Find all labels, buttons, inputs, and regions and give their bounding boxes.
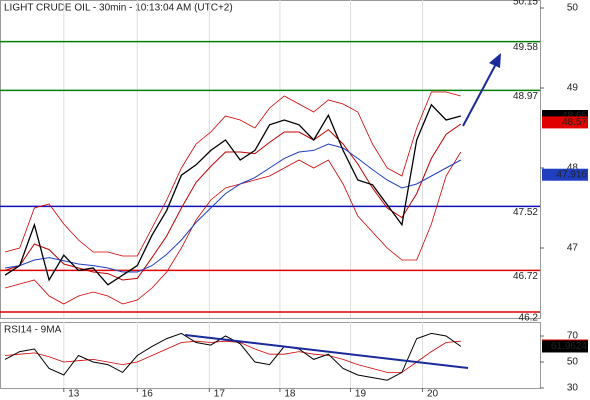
- x-tick-label: 18: [284, 389, 296, 400]
- x-tick-label: 16: [142, 389, 154, 400]
- series-line: [4, 151, 462, 305]
- price-marker: [542, 340, 588, 353]
- series-line: [4, 123, 462, 281]
- price-marker-label: 48.57: [562, 117, 587, 128]
- price-marker: [542, 168, 588, 181]
- y-tick-label: 48: [567, 163, 579, 174]
- level-label: 46.72: [513, 271, 538, 282]
- level-label: 46.2: [519, 313, 539, 324]
- price-pane: [0, 0, 541, 319]
- rsi-pane: [0, 322, 541, 389]
- x-tick-label: 19: [355, 389, 367, 400]
- series-line: [4, 91, 461, 257]
- chart-title: LIGHT CRUDE OIL - 30min - 10:13:04 AM (U…: [4, 3, 233, 14]
- price-marker: [542, 116, 588, 129]
- y-tick-label: 50: [567, 3, 579, 14]
- series-line: [4, 103, 461, 286]
- y-tick-label: 49: [567, 83, 579, 94]
- series-line: [4, 143, 462, 273]
- rsi-title: RSI14 - 9MA: [4, 325, 62, 336]
- level-label: 50.15: [513, 0, 538, 8]
- y-tick-label: 47: [567, 243, 579, 254]
- price-marker-label: 47.916: [556, 169, 587, 180]
- level-label: 49.58: [513, 42, 538, 53]
- price-marker-label: 61.9624: [551, 341, 588, 352]
- y-tick-label: 70: [567, 331, 579, 342]
- y-tick-label: 30: [567, 383, 579, 394]
- y-tick-label: 50: [567, 357, 579, 368]
- forecast-arrowhead: [489, 53, 501, 68]
- price-marker-label: 48.65: [562, 111, 587, 122]
- x-tick-label: 20: [427, 389, 439, 400]
- level-label: 48.97: [513, 91, 538, 102]
- forecast-arrow: [462, 61, 498, 127]
- level-label: 47.52: [513, 207, 538, 218]
- x-tick-label: 17: [214, 389, 226, 400]
- rsi-trendline: [184, 334, 469, 369]
- series-line: [4, 340, 461, 373]
- x-tick-label: 13: [68, 389, 80, 400]
